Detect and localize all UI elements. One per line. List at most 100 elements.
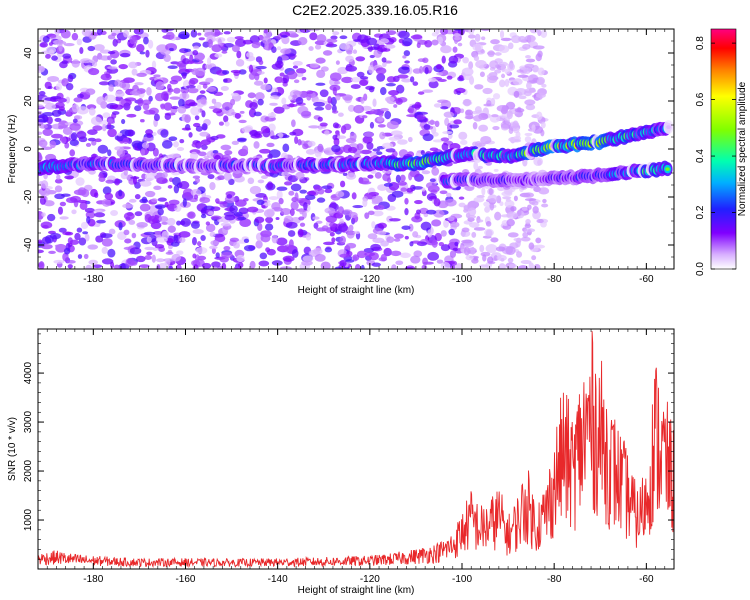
noise-blob — [280, 48, 292, 55]
noise-blob — [398, 66, 410, 74]
noise-blob — [143, 109, 156, 115]
noise-blob — [135, 255, 146, 263]
noise-blob — [234, 112, 241, 119]
noise-blob — [173, 87, 181, 94]
noise-blob — [384, 110, 392, 120]
noise-blob — [93, 44, 105, 51]
noise-blob — [171, 253, 181, 262]
noise-blob — [315, 82, 326, 86]
noise-blob — [493, 93, 501, 100]
noise-blob — [255, 65, 267, 70]
noise-blob — [448, 55, 459, 64]
noise-blob — [292, 94, 298, 99]
noise-blob — [523, 90, 532, 97]
noise-blob — [366, 37, 378, 46]
noise-blob — [100, 73, 112, 81]
noise-blob — [88, 107, 96, 116]
noise-blob — [314, 254, 326, 262]
noise-blob — [104, 192, 114, 200]
noise-blob — [70, 132, 78, 141]
noise-blob — [247, 92, 256, 99]
noise-blob — [47, 75, 60, 83]
noise-blob — [132, 175, 138, 185]
noise-blob — [151, 198, 158, 203]
noise-blob — [96, 219, 106, 224]
noise-blob — [498, 61, 508, 67]
noise-blob — [134, 82, 144, 86]
noise-blob — [473, 196, 485, 203]
noise-blob — [66, 109, 71, 116]
noise-blob — [517, 265, 529, 269]
noise-blob — [54, 185, 63, 193]
noise-blob — [57, 206, 63, 215]
noise-blob — [384, 44, 396, 49]
noise-blob — [192, 45, 200, 50]
noise-blob — [360, 149, 372, 155]
noise-blob — [281, 34, 288, 38]
noise-blob — [537, 29, 542, 37]
noise-blob — [79, 47, 84, 54]
noise-blob — [494, 211, 502, 221]
noise-blob — [143, 36, 149, 45]
noise-blob — [367, 210, 375, 216]
noise-blob — [308, 125, 320, 129]
colorbar-tick-label: 0.2 — [695, 205, 706, 219]
noise-blob — [102, 124, 107, 132]
noise-blob — [391, 264, 397, 269]
noise-blob — [38, 119, 48, 123]
noise-blob — [474, 84, 484, 90]
noise-blob — [220, 85, 229, 92]
noise-blob — [230, 69, 242, 74]
noise-blob — [235, 199, 247, 207]
noise-blob — [82, 231, 89, 235]
colorbar-frame — [710, 28, 737, 270]
noise-blob — [153, 74, 161, 78]
noise-blob — [354, 263, 361, 269]
noise-blob — [98, 176, 106, 182]
noise-blob — [118, 189, 123, 197]
noise-blob — [346, 230, 355, 239]
noise-blob — [196, 142, 204, 147]
noise-blob — [281, 97, 287, 105]
noise-blob — [177, 105, 187, 114]
noise-blob — [460, 139, 468, 145]
noise-blob — [76, 130, 87, 140]
noise-blob — [524, 136, 532, 143]
noise-blob — [102, 186, 112, 195]
noise-blob — [402, 55, 407, 59]
noise-blob — [350, 84, 361, 89]
noise-blob — [386, 236, 395, 243]
noise-blob — [334, 80, 341, 85]
noise-blob — [393, 233, 404, 239]
noise-blob — [59, 216, 69, 220]
noise-blob — [182, 198, 187, 208]
noise-blob — [128, 198, 137, 203]
noise-blob — [531, 200, 539, 206]
noise-blob — [393, 238, 401, 242]
noise-blob — [207, 174, 215, 180]
noise-blob — [69, 195, 82, 203]
noise-blob — [295, 73, 304, 77]
noise-blob — [422, 57, 429, 64]
noise-blob — [184, 48, 192, 52]
noise-blob — [214, 53, 223, 58]
noise-blob — [513, 195, 518, 202]
noise-blob — [489, 202, 495, 211]
noise-blob — [101, 258, 114, 265]
noise-blob — [372, 98, 377, 107]
noise-blob — [290, 183, 302, 192]
noise-blob — [239, 110, 245, 114]
noise-blob — [186, 60, 195, 65]
noise-blob — [282, 143, 290, 153]
noise-blob — [80, 58, 92, 64]
noise-blob — [108, 84, 114, 92]
noise-blob — [154, 244, 165, 249]
noise-blob — [165, 43, 178, 52]
noise-blob — [483, 201, 491, 207]
noise-blob — [38, 139, 48, 148]
noise-blob — [285, 221, 298, 229]
noise-blob — [522, 43, 531, 50]
noise-blob — [201, 262, 212, 269]
noise-blob — [367, 174, 374, 179]
noise-blob — [345, 65, 358, 72]
